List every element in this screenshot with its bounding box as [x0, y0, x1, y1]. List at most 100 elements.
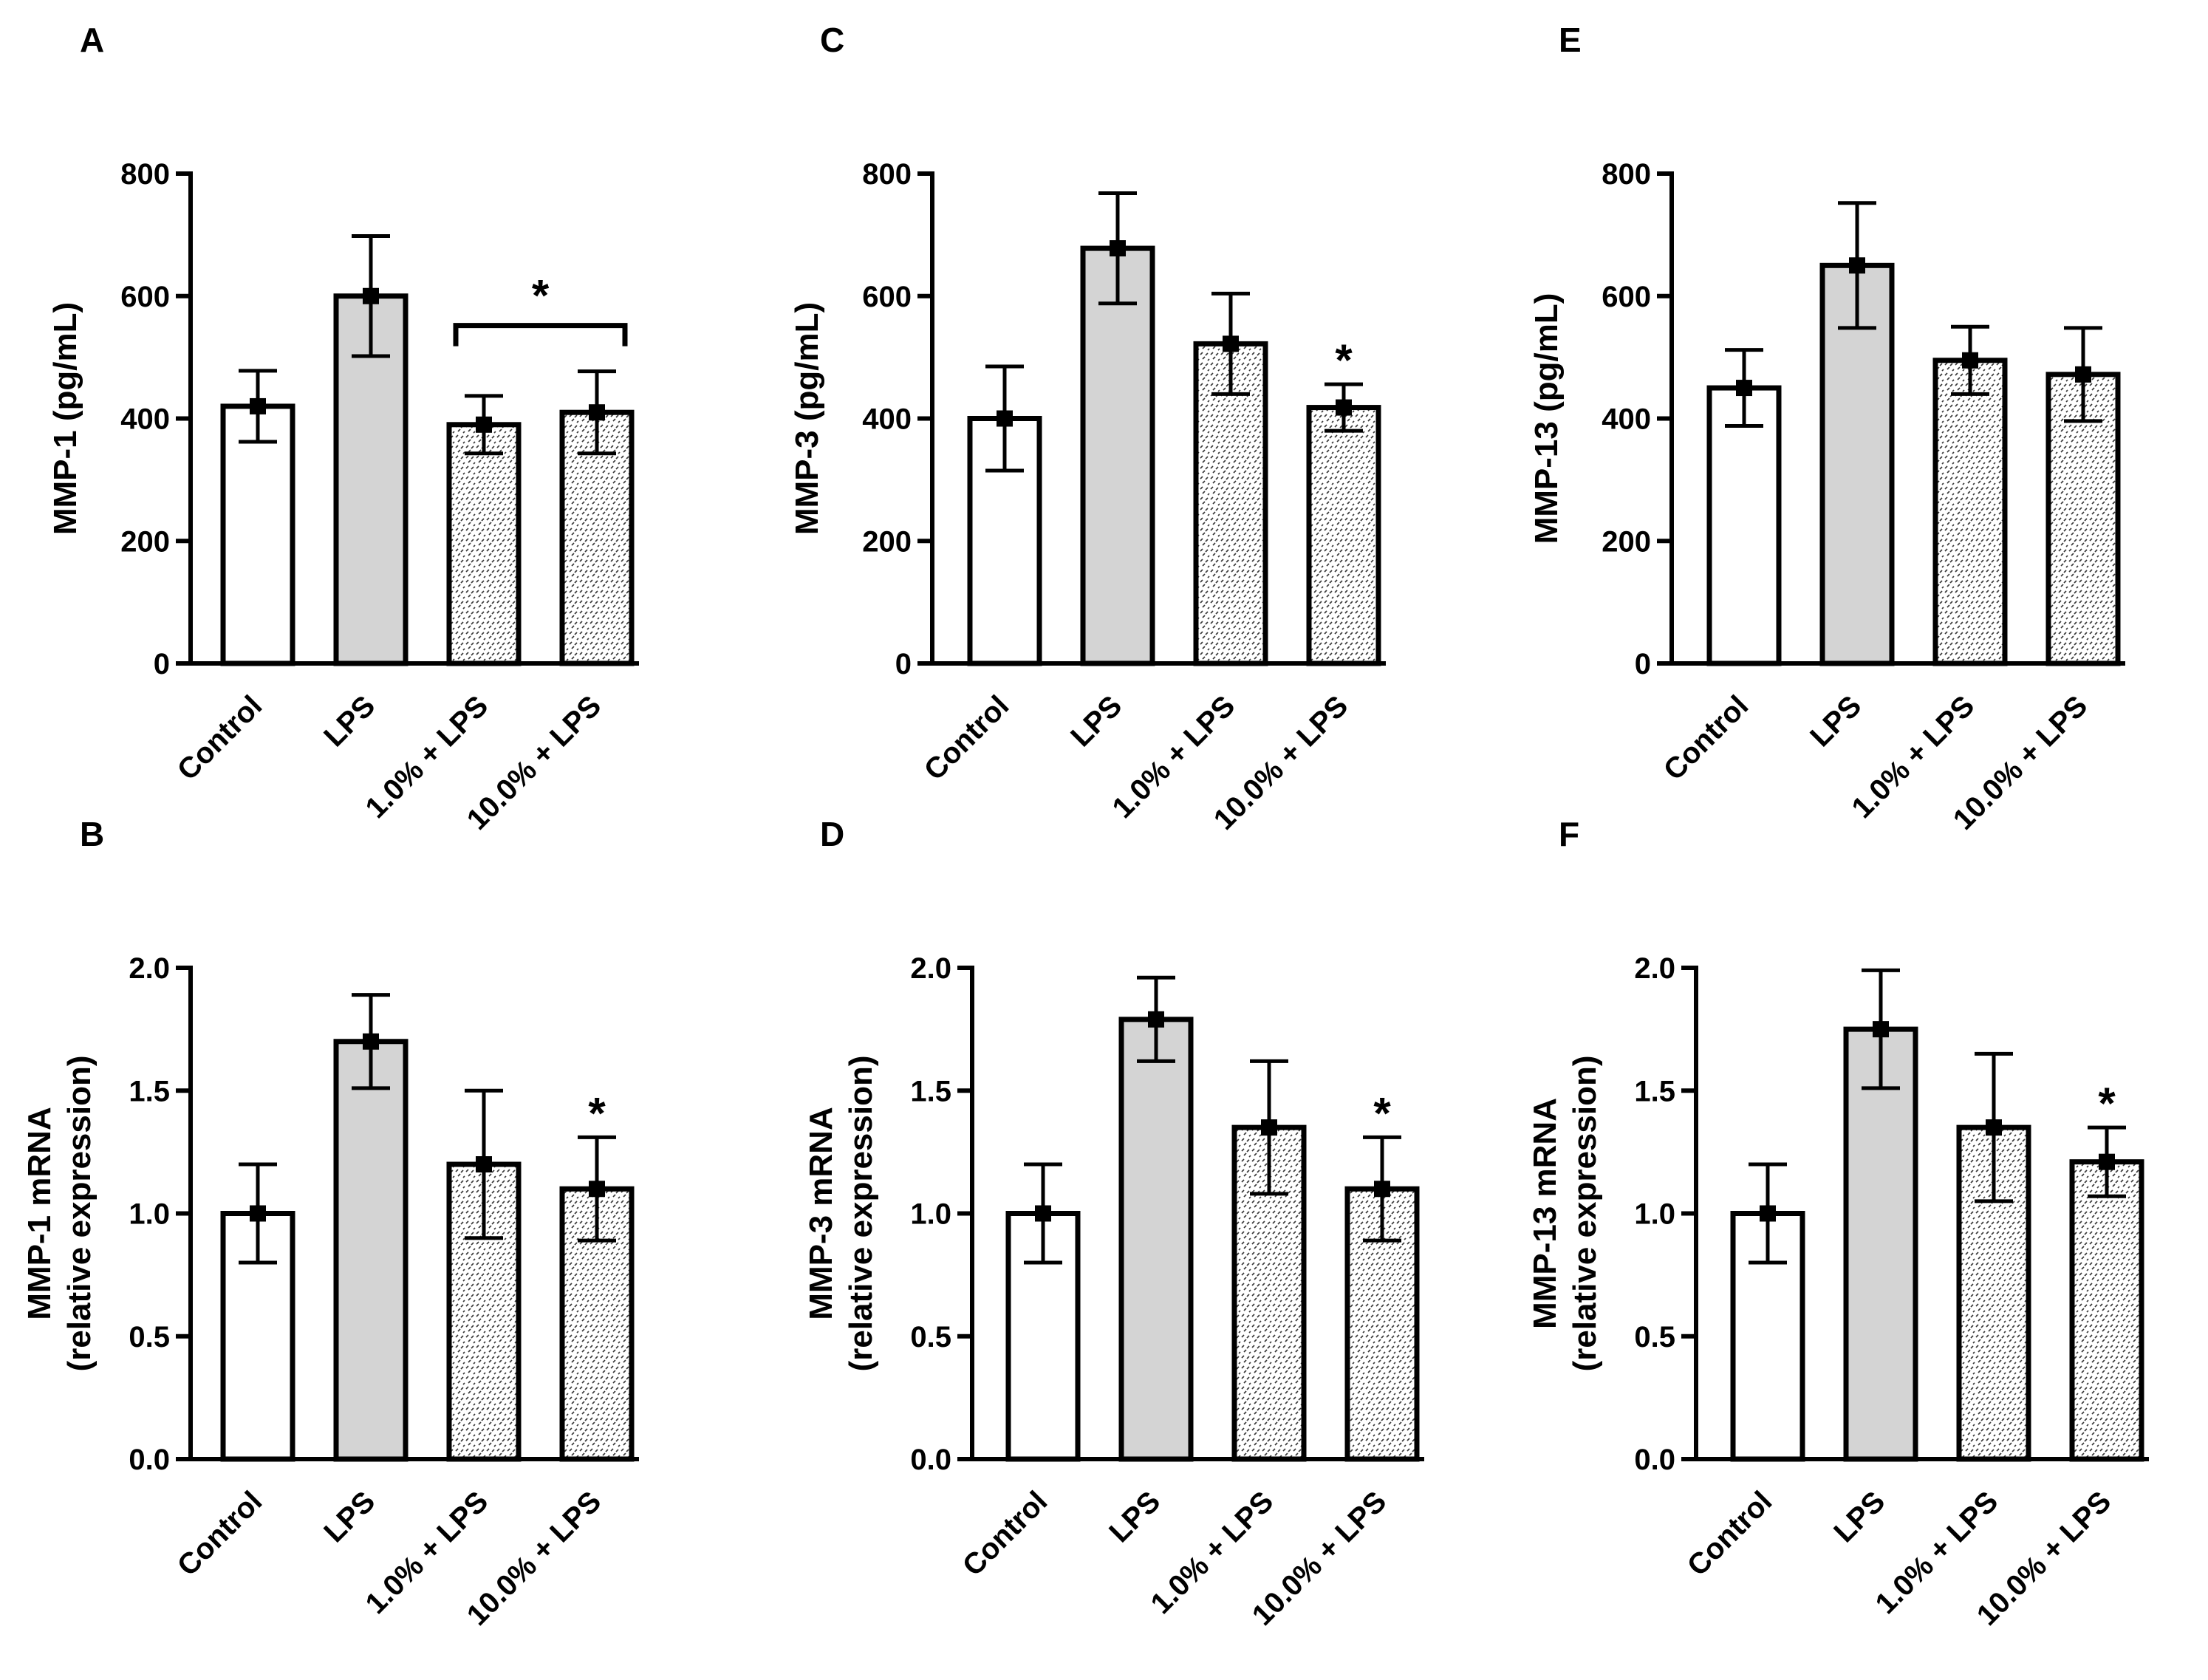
x-category-label: Control: [171, 689, 269, 787]
mean-marker: [250, 397, 266, 414]
y-tick-label: 0.5: [910, 1321, 951, 1353]
y-tick-label: 200: [120, 525, 170, 558]
x-category-label: Control: [957, 1485, 1054, 1582]
bar-3: [1193, 341, 1268, 666]
y-tick-label: 0.0: [129, 1444, 170, 1476]
bar-4: [1306, 405, 1381, 666]
x-category-label: LPS: [1103, 1485, 1166, 1548]
y-tick-label: 800: [1602, 158, 1651, 191]
bar-1: [1730, 1211, 1805, 1462]
bar-1: [1706, 385, 1782, 666]
mean-marker: [1374, 1181, 1390, 1198]
y-tick-label: 1.0: [910, 1198, 951, 1231]
mean-marker: [1873, 1021, 1889, 1038]
y-tick-label: 1.5: [910, 1075, 951, 1107]
mean-marker: [363, 287, 379, 304]
y-tick-label: 1.0: [129, 1198, 170, 1231]
y-tick-label: 600: [120, 281, 170, 313]
y-axis-title: MMP-1 (pg/mL): [47, 302, 83, 535]
bar-2: [333, 1039, 409, 1462]
mean-marker: [589, 404, 605, 421]
mean-marker: [1986, 1119, 2002, 1136]
mean-marker: [363, 1033, 379, 1050]
mean-marker: [1223, 335, 1239, 352]
y-tick-label: 800: [862, 158, 912, 191]
y-tick-label: 2.0: [129, 952, 170, 985]
mean-marker: [1849, 257, 1865, 274]
significance-bracket: [453, 323, 628, 346]
y-tick-label: 0.5: [1634, 1321, 1675, 1353]
mean-marker: [2075, 366, 2091, 383]
x-category-label: LPS: [318, 689, 381, 753]
y-tick-label: 400: [1602, 403, 1651, 436]
chart-panel-b: B 0.0 0.5 1.0 1.5 2.0 MMP-1 mRNA (relative expr…: [21, 815, 639, 1632]
significance-star: *: [1373, 1088, 1391, 1138]
mean-marker: [1110, 240, 1126, 257]
bar-2: [1819, 262, 1895, 666]
mean-marker: [1148, 1011, 1164, 1028]
x-category-label: LPS: [1804, 689, 1867, 753]
significance-star: *: [2098, 1079, 2116, 1128]
significance-star: *: [532, 271, 550, 321]
y-tick-label: 0.0: [910, 1444, 951, 1476]
x-category-label: LPS: [1828, 1485, 1891, 1548]
panel-letter: A: [80, 21, 104, 59]
y-tick-label: 0: [895, 648, 912, 680]
x-category-label: Control: [918, 689, 1016, 787]
bar-3: [446, 422, 522, 666]
x-category-label: Control: [1658, 689, 1755, 787]
mean-marker: [250, 1205, 266, 1222]
bar-2: [1843, 1026, 1918, 1462]
y-axis-title: MMP-13 mRNA (relative expression): [1527, 1056, 1603, 1372]
y-tick-label: 0.0: [1634, 1444, 1675, 1476]
x-category-label: LPS: [1064, 689, 1128, 753]
bar-2: [1080, 245, 1155, 666]
mean-marker: [1736, 380, 1752, 397]
x-category-label: Control: [1681, 1485, 1779, 1582]
chart-panel-f: F 0.0 0.5 1.0 1.5 2.0 MMP-13 mRNA (relative exp…: [1527, 815, 2149, 1632]
panel-letter: F: [1559, 815, 1579, 853]
mean-marker: [997, 410, 1013, 427]
y-tick-label: 1.5: [1634, 1075, 1675, 1107]
panel-letter: D: [820, 815, 844, 853]
y-axis-title: MMP-3 mRNA (relative expression): [803, 1056, 879, 1372]
y-tick-label: 200: [862, 525, 912, 558]
panel-letter: E: [1559, 21, 1582, 59]
y-tick-label: 800: [120, 158, 170, 191]
mean-marker: [1035, 1205, 1051, 1222]
mean-marker: [476, 1156, 492, 1172]
significance-star: *: [1335, 335, 1353, 385]
y-tick-label: 200: [1602, 525, 1651, 558]
y-tick-label: 600: [1602, 281, 1651, 313]
mean-marker: [476, 416, 492, 433]
x-category-label: Control: [171, 1485, 269, 1582]
y-tick-label: 0: [154, 648, 170, 680]
bar-4: [2069, 1159, 2144, 1462]
significance-star: *: [588, 1088, 606, 1138]
mean-marker: [589, 1181, 605, 1198]
y-tick-label: 0: [1635, 648, 1651, 680]
y-axis-title: MMP-13 (pg/mL): [1528, 293, 1565, 544]
y-axis-title: MMP-1 mRNA (relative expression): [21, 1056, 98, 1372]
y-tick-label: 600: [862, 281, 912, 313]
mean-marker: [1336, 399, 1352, 416]
x-category-label: LPS: [318, 1485, 381, 1548]
mean-marker: [1760, 1205, 1776, 1222]
y-tick-label: 400: [862, 403, 912, 436]
chart-panel-d: D 0.0 0.5 1.0 1.5 2.0 MMP-3 mRNA (relative expr…: [803, 815, 1424, 1632]
y-tick-label: 2.0: [910, 952, 951, 985]
mean-marker: [1962, 352, 1978, 369]
bar-3: [1932, 358, 2008, 666]
y-tick-label: 2.0: [1634, 952, 1675, 985]
y-tick-label: 0.5: [129, 1321, 170, 1353]
panel-letter: B: [80, 815, 104, 853]
mean-marker: [2099, 1153, 2115, 1170]
panel-letter: C: [820, 21, 844, 59]
y-axis-title: MMP-3 (pg/mL): [789, 302, 825, 535]
mean-marker: [1261, 1119, 1277, 1136]
y-tick-label: 1.5: [129, 1075, 170, 1107]
